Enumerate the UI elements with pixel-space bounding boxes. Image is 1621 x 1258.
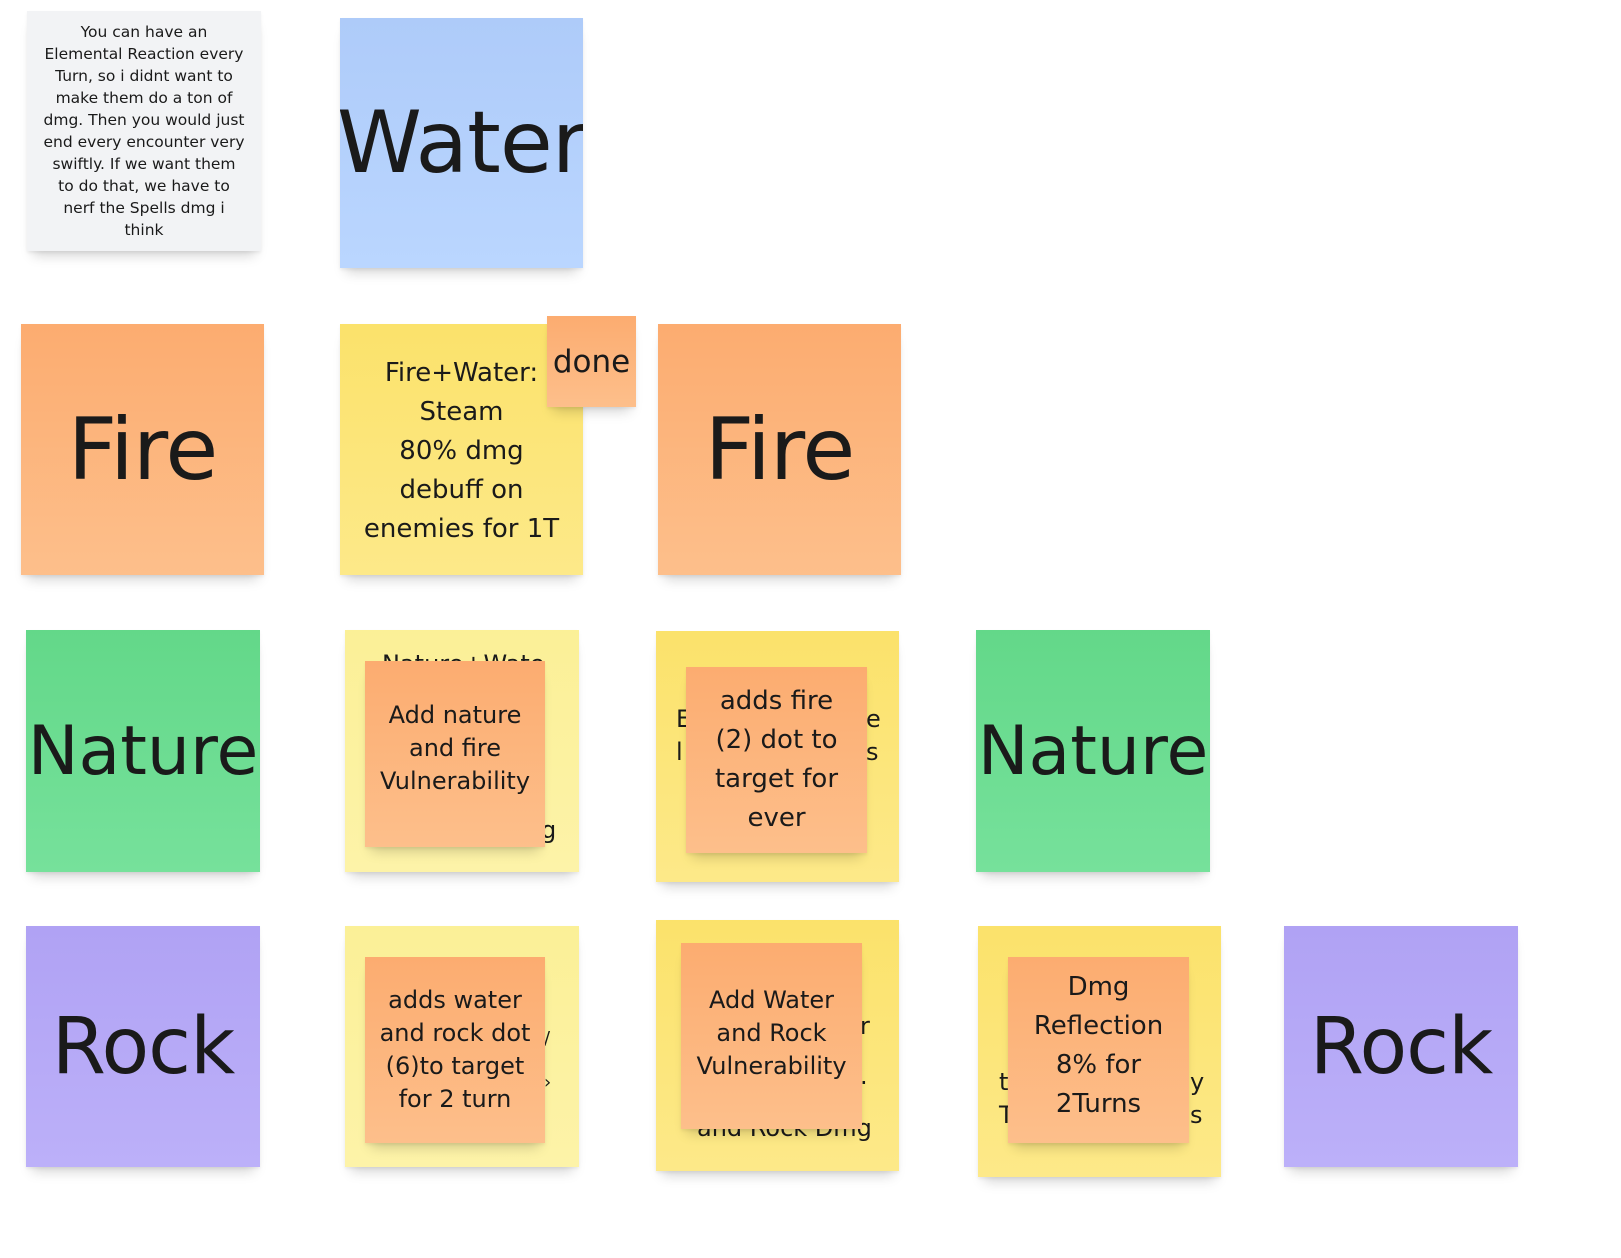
rock-fire-base-text-2: . (860, 1062, 868, 1090)
rock-nature-reaction-text: Dmg Reflection 8% for 2Turns (1033, 972, 1164, 1119)
fire-water-reaction-sticky[interactable]: Fire+Water: Steam 80% dmg debuff on enem… (340, 324, 583, 575)
nature-fire-reaction-sticky[interactable]: adds fire (2) dot to target for ever (686, 667, 867, 853)
nature-fire-reaction-text: adds fire (2) dot to target for ever (714, 686, 839, 833)
fire-water-reaction-text: Fire+Water: Steam 80% dmg debuff on enem… (363, 358, 560, 544)
fire-left-label: Fire (67, 399, 218, 500)
nature-water-reaction-sticky[interactable]: Add nature and fire Vulnerability (365, 661, 545, 847)
water-sticky[interactable]: Water (340, 18, 583, 268)
rock-nature-base-text-3: y (1190, 1068, 1205, 1096)
nature-sticky-right[interactable]: Nature (976, 630, 1210, 872)
rock-left-label: Rock (51, 1001, 235, 1092)
rock-water-base-text-2: › (544, 1072, 552, 1093)
nature-water-reaction-text: Add nature and fire Vulnerability (379, 700, 531, 795)
water-label: Water (340, 93, 583, 193)
nature-fire-base-text-2: l (676, 738, 683, 766)
comment-note-text: You can have an Elemental Reaction every… (43, 23, 245, 239)
rock-fire-base-text-1: r (860, 1012, 870, 1040)
comment-note[interactable]: You can have an Elemental Reaction every… (27, 11, 261, 251)
fire-sticky-right[interactable]: Fire (658, 324, 901, 575)
nature-right-label: Nature (977, 711, 1209, 791)
rock-water-reaction-text: adds water and rock dot (6)to target for… (379, 986, 531, 1113)
nature-fire-base-text-3: e (866, 705, 881, 733)
nature-left-label: Nature (27, 711, 259, 791)
rock-right-label: Rock (1309, 1001, 1493, 1092)
nature-fire-base-text-4: s (866, 738, 879, 766)
rock-nature-base-text-4: s (1190, 1101, 1203, 1129)
rock-fire-reaction-text: Add Water and Rock Vulnerability (696, 985, 847, 1080)
nature-sticky-left[interactable]: Nature (26, 630, 260, 872)
rock-sticky-left[interactable]: Rock (26, 926, 260, 1167)
done-tag-label: done (552, 343, 631, 380)
rock-water-base-text-1: / (544, 1028, 551, 1049)
rock-nature-base-text-1: t (999, 1068, 1009, 1096)
fire-sticky-left[interactable]: Fire (21, 324, 264, 575)
rock-fire-reaction-sticky[interactable]: Add Water and Rock Vulnerability (681, 943, 862, 1129)
rock-nature-reaction-sticky[interactable]: Dmg Reflection 8% for 2Turns (1008, 957, 1189, 1143)
rock-water-reaction-sticky[interactable]: adds water and rock dot (6)to target for… (365, 957, 545, 1143)
done-tag-sticky[interactable]: done (547, 316, 636, 407)
rock-sticky-right[interactable]: Rock (1284, 926, 1518, 1167)
fire-right-label: Fire (704, 399, 855, 500)
